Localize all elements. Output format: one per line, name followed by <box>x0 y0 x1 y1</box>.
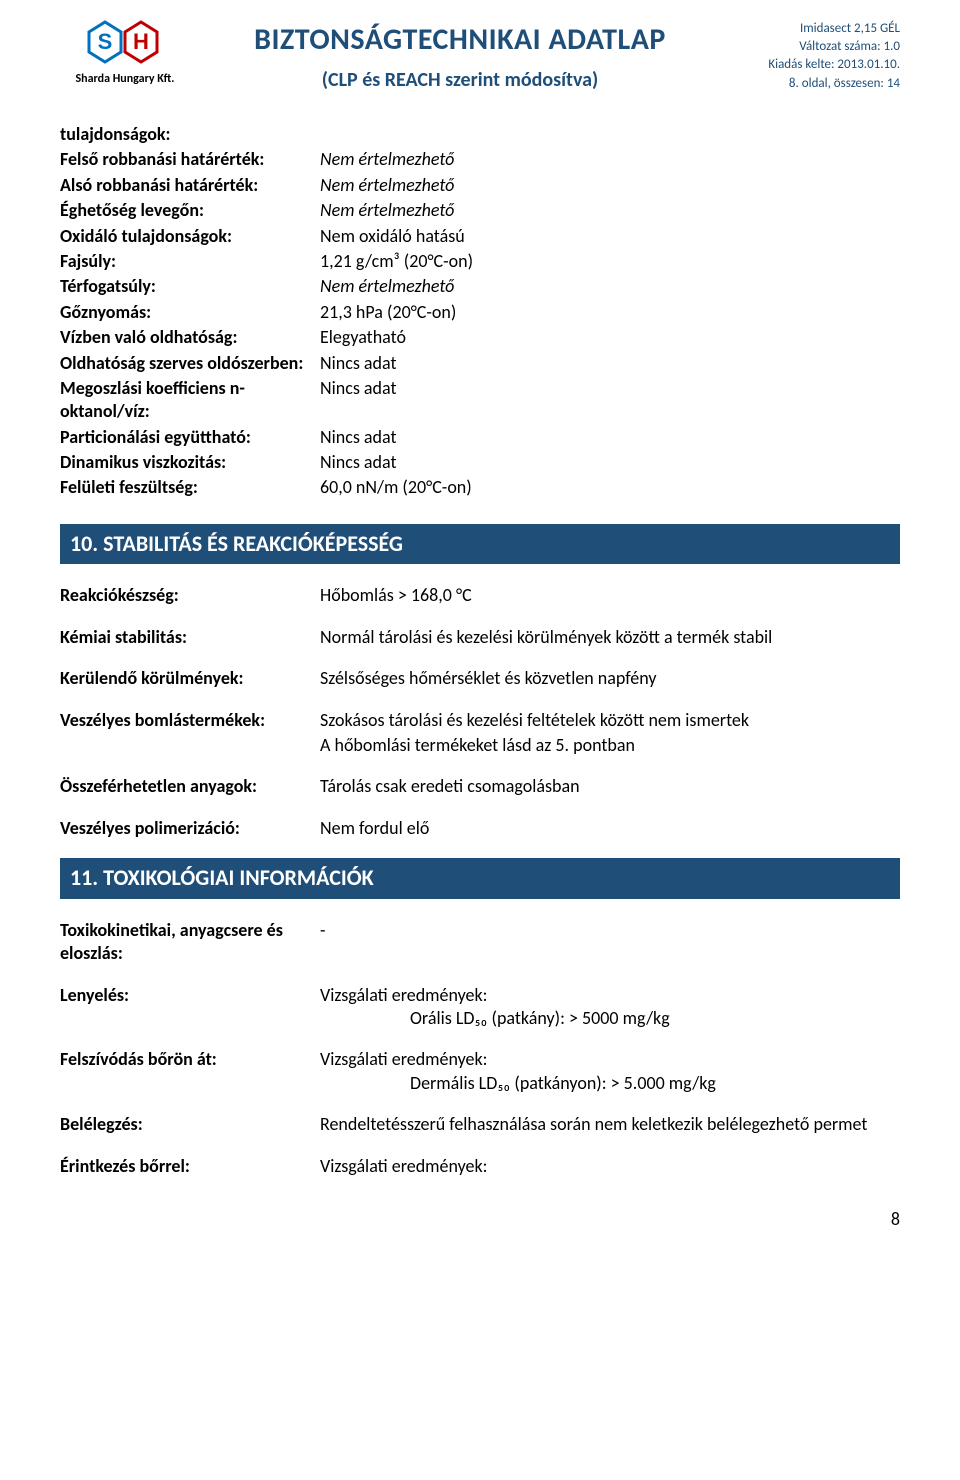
table-row: Veszélyes bomlástermékek:Szokásos tárolá… <box>60 709 900 758</box>
table-row: Kerülendő körülmények:Szélsőséges hőmérs… <box>60 667 900 690</box>
table-row: Éghetőség levegőn:Nem értelmezhető <box>60 199 900 222</box>
s11-val-belel: Rendeltetésszerű felhasználása során nem… <box>320 1113 900 1136</box>
document-subtitle: (CLP és REACH szerint módosítva) <box>190 67 730 93</box>
s10-key: Kerülendő körülmények: <box>60 667 320 690</box>
prop-key: Oldhatóság szerves oldószerben: <box>60 352 320 375</box>
prop-val: Elegyatható <box>320 326 900 349</box>
meta-block: Imidasect 2,15 GÉL Változat száma: 1.0 K… <box>730 20 900 93</box>
prop-key: Éghetőség levegőn: <box>60 199 320 222</box>
prop-val: Nincs adat <box>320 451 900 474</box>
prop-val: Nem értelmezhető <box>320 199 900 222</box>
prop-val: Nincs adat <box>320 377 900 424</box>
meta-page: 8. oldal, összesen: 14 <box>730 75 900 93</box>
logo-company-text: Sharda Hungary Kft. <box>60 72 190 88</box>
s10-key: Reakciókészség: <box>60 584 320 607</box>
prop-key: Megoszlási koefficiens n-oktanol/víz: <box>60 377 320 424</box>
logo-letter-h: H <box>133 29 149 54</box>
prop-val: 60,0 nN/m (20°C-on) <box>320 476 900 499</box>
document-header: S H Sharda Hungary Kft. BIZTONSÁGTECHNIK… <box>60 20 900 93</box>
table-row: Kémiai stabilitás:Normál tárolási és kez… <box>60 626 900 649</box>
table-row: Felső robbanási határérték:Nem értelmezh… <box>60 148 900 171</box>
prop-val: Nem értelmezhető <box>320 174 900 197</box>
prop-key: Alsó robbanási határérték: <box>60 174 320 197</box>
table-row: Toxikokinetikai, anyagcsere és eloszlás:… <box>60 919 900 966</box>
s10-val: Tárolás csak eredeti csomagolásban <box>320 775 900 798</box>
s10-val: Szokásos tárolási és kezelési feltételek… <box>320 709 900 758</box>
properties-heading-row: tulajdonságok: <box>60 123 900 146</box>
s10-key: Összeférhetetlen anyagok: <box>60 775 320 798</box>
table-row: Megoszlási koefficiens n-oktanol/víz:Nin… <box>60 377 900 424</box>
s11-key-tox: Toxikokinetikai, anyagcsere és eloszlás: <box>60 919 320 966</box>
table-row: Felületi feszültség:60,0 nN/m (20°C-on) <box>60 476 900 499</box>
s11-val-felsz: Vizsgálati eredmények: Dermális LD₅₀ (pa… <box>320 1048 900 1095</box>
section-heading-10: 10. STABILITÁS ÉS REAKCIÓKÉPESSÉG <box>60 524 900 565</box>
prop-val: Nem értelmezhető <box>320 148 900 171</box>
prop-key: Vízben való oldhatóság: <box>60 326 320 349</box>
s10-val: Hőbomlás > 168,0 °C <box>320 584 900 607</box>
title-block: BIZTONSÁGTECHNIKAI ADATLAP (CLP és REACH… <box>190 20 730 93</box>
table-row: Érintkezés bőrrel: Vizsgálati eredmények… <box>60 1155 900 1178</box>
table-row: Oxidáló tulajdonságok:Nem oxidáló hatású <box>60 225 900 248</box>
table-row: Összeférhetetlen anyagok:Tárolás csak er… <box>60 775 900 798</box>
meta-version: Változat száma: 1.0 <box>730 38 900 56</box>
s11-val-tox: - <box>320 919 900 966</box>
table-row: Reakciókészség:Hőbomlás > 168,0 °C <box>60 584 900 607</box>
logo-letter-s: S <box>98 29 113 54</box>
prop-key: Dinamikus viszkozitás: <box>60 451 320 474</box>
s11-key-felsz: Felszívódás bőrön át: <box>60 1048 320 1095</box>
prop-key: Particionálási együttható: <box>60 426 320 449</box>
s11-key-leny: Lenyelés: <box>60 984 320 1031</box>
meta-product: Imidasect 2,15 GÉL <box>730 20 900 38</box>
table-row: Dinamikus viszkozitás:Nincs adat <box>60 451 900 474</box>
prop-key: Fajsúly: <box>60 250 320 273</box>
page-number: 8 <box>60 1208 900 1231</box>
table-row: Veszélyes polimerizáció:Nem fordul elő <box>60 817 900 840</box>
properties-heading: tulajdonságok: <box>60 123 320 146</box>
prop-key: Térfogatsúly: <box>60 275 320 298</box>
prop-key: Felületi feszültség: <box>60 476 320 499</box>
logo-block: S H Sharda Hungary Kft. <box>60 20 190 88</box>
prop-val: Nem értelmezhető <box>320 275 900 298</box>
meta-date: Kiadás kelte: 2013.01.10. <box>730 56 900 74</box>
table-row: Alsó robbanási határérték:Nem értelmezhe… <box>60 174 900 197</box>
document-title: BIZTONSÁGTECHNIKAI ADATLAP <box>190 20 730 59</box>
s10-key: Kémiai stabilitás: <box>60 626 320 649</box>
s10-val: Nem fordul elő <box>320 817 900 840</box>
prop-val: Nem oxidáló hatású <box>320 225 900 248</box>
table-row: Lenyelés: Vizsgálati eredmények: Orális … <box>60 984 900 1031</box>
properties-table: tulajdonságok: Felső robbanási határérté… <box>60 123 900 500</box>
prop-val: Nincs adat <box>320 352 900 375</box>
s11-val-erint: Vizsgálati eredmények: <box>320 1155 900 1178</box>
table-row: Vízben való oldhatóság:Elegyatható <box>60 326 900 349</box>
logo-svg: S H <box>85 20 165 70</box>
prop-key: Felső robbanási határérték: <box>60 148 320 171</box>
table-row: Oldhatóság szerves oldószerben:Nincs ada… <box>60 352 900 375</box>
s11-result-felsz: Dermális LD₅₀ (patkányon): > 5.000 mg/kg <box>410 1072 900 1095</box>
s11-key-erint: Érintkezés bőrrel: <box>60 1155 320 1178</box>
table-row: Gőznyomás:21,3 hPa (20°C-on) <box>60 301 900 324</box>
s11-key-belel: Belélegzés: <box>60 1113 320 1136</box>
prop-key: Gőznyomás: <box>60 301 320 324</box>
s10-key: Veszélyes polimerizáció: <box>60 817 320 840</box>
s11-result-leny: Orális LD₅₀ (patkány): > 5000 mg/kg <box>410 1007 900 1030</box>
table-row: Particionálási együttható:Nincs adat <box>60 426 900 449</box>
logo-hexagons: S H <box>60 20 190 70</box>
prop-key: Oxidáló tulajdonságok: <box>60 225 320 248</box>
prop-val: 21,3 hPa (20°C-on) <box>320 301 900 324</box>
prop-val: 1,21 g/cm³ (20°C-on) <box>320 250 900 273</box>
s10-val: Szélsőséges hőmérséklet és közvetlen nap… <box>320 667 900 690</box>
table-row: Térfogatsúly:Nem értelmezhető <box>60 275 900 298</box>
s10-key: Veszélyes bomlástermékek: <box>60 709 320 758</box>
table-row: Fajsúly:1,21 g/cm³ (20°C-on) <box>60 250 900 273</box>
table-row: Belélegzés: Rendeltetésszerű felhasználá… <box>60 1113 900 1136</box>
s10-val: Normál tárolási és kezelési körülmények … <box>320 626 900 649</box>
table-row: Felszívódás bőrön át: Vizsgálati eredmén… <box>60 1048 900 1095</box>
section-heading-11: 11. TOXIKOLÓGIAI INFORMÁCIÓK <box>60 858 900 899</box>
s11-val-leny: Vizsgálati eredmények: Orális LD₅₀ (patk… <box>320 984 900 1031</box>
prop-val: Nincs adat <box>320 426 900 449</box>
